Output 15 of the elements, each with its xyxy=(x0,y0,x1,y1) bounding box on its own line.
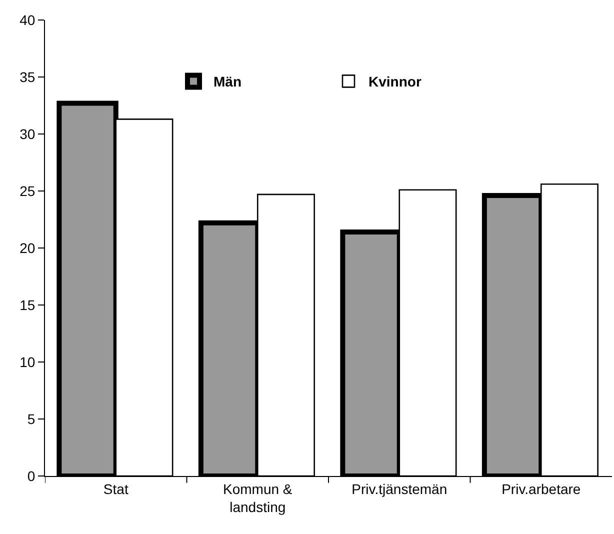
y-tick-label: 40 xyxy=(20,12,36,28)
x-tick-label: Kommun & landsting xyxy=(223,480,293,515)
y-tick-label: 0 xyxy=(27,468,36,484)
legend-label: Män xyxy=(214,74,242,90)
legend-label: Kvinnor xyxy=(368,74,422,90)
y-tick-label: 30 xyxy=(20,126,36,142)
y-tick-label: 35 xyxy=(20,68,36,85)
x-tick-label: Priv.arbetare xyxy=(502,480,581,497)
y-tick-label: 5 xyxy=(27,410,36,427)
y-tick-label: 10 xyxy=(20,354,36,370)
y-tick-label: 15 xyxy=(20,296,36,313)
x-tick-label: Stat xyxy=(103,480,128,497)
y-tick-label: 20 xyxy=(20,240,36,256)
y-tick-label: 25 xyxy=(20,182,36,199)
x-tick-label: Priv.tjänstemän xyxy=(352,480,448,497)
